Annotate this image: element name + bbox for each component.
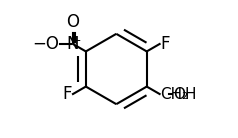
Text: N: N xyxy=(67,35,79,53)
Text: F: F xyxy=(62,85,72,103)
Text: −O: −O xyxy=(32,35,59,53)
Text: +: + xyxy=(71,34,82,47)
Text: OH: OH xyxy=(173,87,196,102)
Text: F: F xyxy=(161,35,170,53)
Text: CH₂: CH₂ xyxy=(160,87,188,102)
Text: O: O xyxy=(66,13,79,31)
